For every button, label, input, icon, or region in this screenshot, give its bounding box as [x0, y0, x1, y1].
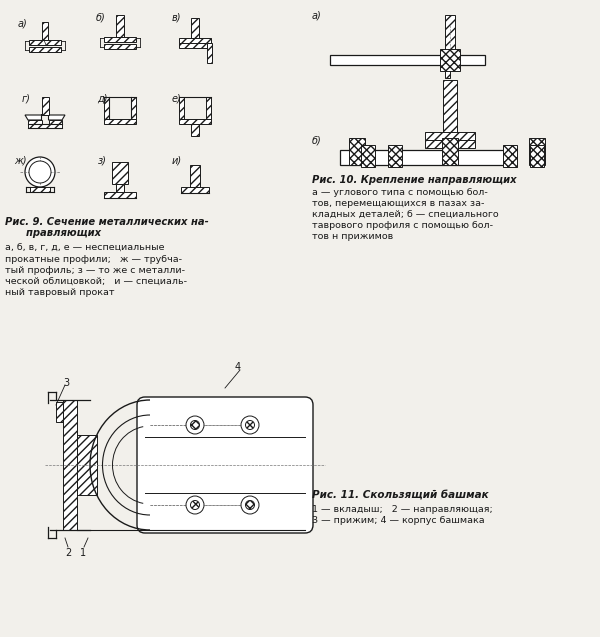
Bar	[179, 119, 211, 124]
Text: е): е)	[172, 93, 182, 103]
Text: кладных деталей; б — специального: кладных деталей; б — специального	[312, 210, 499, 219]
Text: ный тавровый прокат: ный тавровый прокат	[5, 288, 115, 297]
Bar	[206, 97, 211, 119]
Text: 1 — вкладыш;   2 — направляющая;: 1 — вкладыш; 2 — направляющая;	[312, 505, 493, 514]
Bar	[425, 132, 475, 140]
Text: тый профиль; з — то же с металли-: тый профиль; з — то же с металли-	[5, 266, 185, 275]
Bar	[340, 150, 505, 165]
Bar	[349, 138, 365, 165]
Bar	[503, 145, 517, 167]
Bar	[77, 435, 97, 495]
Text: правляющих: правляющих	[5, 228, 101, 238]
Bar	[445, 15, 455, 70]
Bar	[49, 120, 62, 124]
Bar	[443, 80, 457, 145]
Circle shape	[245, 501, 254, 510]
Text: прокатные профили;   ж — трубча-: прокатные профили; ж — трубча-	[5, 255, 182, 264]
Bar	[191, 124, 199, 136]
Text: 1: 1	[80, 548, 86, 558]
Bar	[445, 70, 450, 78]
Circle shape	[191, 501, 199, 510]
Bar	[181, 187, 209, 193]
Text: б): б)	[96, 12, 106, 22]
Bar	[112, 162, 128, 184]
Text: а): а)	[312, 10, 322, 20]
Bar	[104, 119, 136, 124]
Bar	[56, 402, 63, 422]
Bar	[330, 55, 485, 65]
Text: 4: 4	[235, 362, 241, 372]
Bar	[30, 187, 50, 192]
Bar	[116, 184, 124, 192]
Text: в): в)	[172, 12, 182, 22]
Bar	[442, 138, 458, 165]
Circle shape	[245, 420, 254, 429]
Bar	[207, 43, 212, 63]
Circle shape	[186, 496, 204, 514]
Bar	[191, 18, 199, 38]
Bar	[28, 124, 62, 128]
Bar	[41, 97, 49, 115]
Bar	[63, 400, 77, 530]
Bar	[529, 138, 545, 165]
Bar	[361, 145, 375, 167]
Circle shape	[186, 416, 204, 434]
Text: 3: 3	[63, 378, 69, 388]
Bar	[28, 120, 41, 124]
Polygon shape	[25, 115, 65, 120]
Bar	[116, 15, 124, 37]
Text: а): а)	[18, 18, 28, 28]
Bar	[29, 40, 61, 45]
Text: ческой облицовкой;   и — специаль-: ческой облицовкой; и — специаль-	[5, 277, 187, 286]
Bar	[29, 47, 61, 52]
Circle shape	[241, 416, 259, 434]
Bar	[104, 97, 109, 119]
Circle shape	[191, 420, 199, 429]
Text: д): д)	[97, 93, 107, 103]
Bar	[190, 165, 200, 187]
Circle shape	[29, 161, 51, 183]
Text: тов н прижимов: тов н прижимов	[312, 232, 393, 241]
Bar	[104, 44, 136, 49]
Text: Рис. 11. Скользящий башмак: Рис. 11. Скользящий башмак	[312, 490, 488, 500]
Bar	[42, 22, 48, 40]
Bar	[179, 43, 207, 48]
Text: 2: 2	[65, 548, 71, 558]
Text: а — углового типа с помощью бол-: а — углового типа с помощью бол-	[312, 188, 488, 197]
Bar	[530, 145, 544, 167]
Circle shape	[25, 157, 55, 187]
Bar	[179, 38, 211, 43]
Text: ж): ж)	[14, 155, 26, 165]
Bar	[179, 97, 184, 119]
Circle shape	[241, 496, 259, 514]
Text: таврового профиля с помощью бол-: таврового профиля с помощью бол-	[312, 221, 493, 230]
Text: Рис. 10. Крепление направляющих: Рис. 10. Крепление направляющих	[312, 175, 517, 185]
FancyBboxPatch shape	[137, 397, 313, 533]
Text: а, б, в, г, д, е — неспециальные: а, б, в, г, д, е — неспециальные	[5, 244, 164, 253]
Text: 3 — прижим; 4 — корпус башмака: 3 — прижим; 4 — корпус башмака	[312, 516, 485, 525]
Text: и): и)	[172, 155, 182, 165]
Bar	[440, 49, 460, 71]
Text: Рис. 9. Сечение металлических на-: Рис. 9. Сечение металлических на-	[5, 217, 209, 227]
Text: з): з)	[98, 155, 107, 165]
Bar	[104, 37, 136, 42]
Bar	[131, 97, 136, 119]
Bar	[104, 192, 136, 198]
Text: тов, перемещающихся в пазах за-: тов, перемещающихся в пазах за-	[312, 199, 484, 208]
Text: б): б)	[312, 135, 322, 145]
Bar	[425, 140, 475, 148]
Bar	[388, 145, 402, 167]
Text: г): г)	[22, 93, 31, 103]
